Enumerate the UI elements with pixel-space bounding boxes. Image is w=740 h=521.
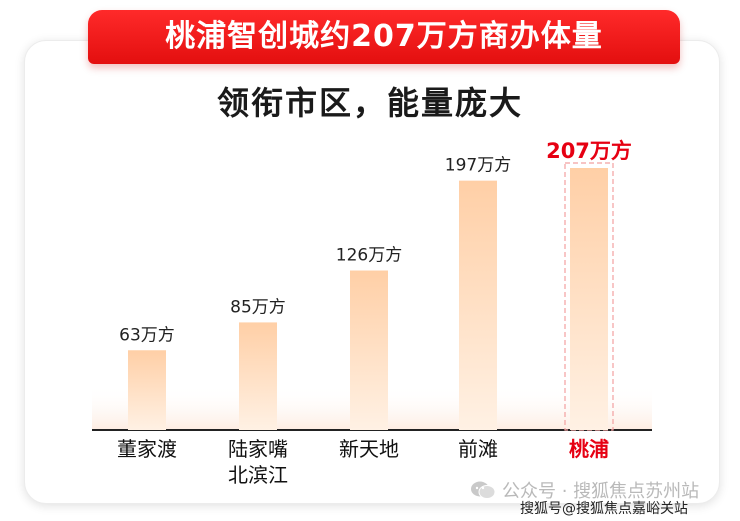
watermark-account: 公众号 · 搜狐焦点苏州站 [502,481,700,502]
data-label-0: 63万方 [119,325,175,345]
data-label-1: 85万方 [230,297,286,317]
bar-2 [350,270,388,430]
chart-subtitle: 领衔市区，能量庞大 [216,84,523,122]
data-label-3: 197万方 [445,156,511,176]
category-label-1-0: 陆家嘴 [228,437,288,461]
watermark: 公众号 · 搜狐焦点苏州站 [470,478,720,502]
bar-4 [570,168,608,430]
bar-1 [239,322,277,430]
data-label-2: 126万方 [336,246,402,266]
watermark-source: 搜狐号@搜狐焦点嘉峪关站 [520,501,688,517]
data-label-4: 207万方 [546,139,632,163]
category-label-4: 桃浦 [569,437,609,461]
wechat-icon [471,481,496,499]
category-label-2: 新天地 [339,437,399,461]
bar-0 [128,350,166,430]
category-label-1-1: 北滨江 [228,463,288,487]
category-label-3: 前滩 [458,437,498,461]
bar-3 [459,180,497,430]
category-label-0: 董家渡 [117,437,177,461]
banner-title: 桃浦智创城约207万方商办体量 [88,10,680,64]
